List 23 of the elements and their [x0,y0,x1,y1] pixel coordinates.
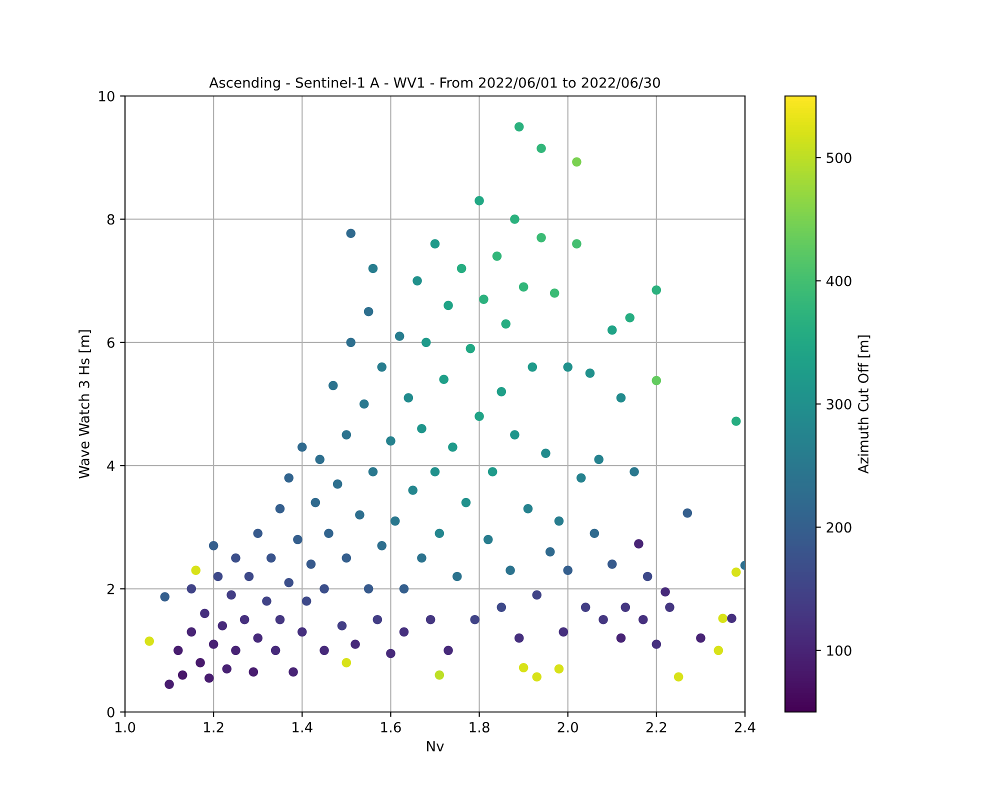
color-bar-label: 400 [826,276,852,286]
chart-title: Ascending - Sentinel-1 A - WV1 - From 2022/06/01 to 2022/06/30 [209,77,660,91]
color-bar-label: 100 [827,645,852,656]
y-axis-title: Wave Watch 3 Hs [m] [78,330,91,478]
x-tick-label: 1.8 [470,722,490,732]
x-tick-label: 1.0 [115,722,136,732]
y-tick-label: 2 [107,584,114,594]
x-tick-label: 1.4 [292,722,312,732]
color-bar-title: Azimuth Cut Off [m] [858,335,870,474]
color-bar-label: 200 [826,522,852,533]
x-tick-label: 1.6 [381,722,401,732]
y-tick-label: 6 [107,337,114,348]
x-axis-title: Nv [427,741,444,752]
color-bar-label: 300 [826,398,852,410]
y-tick-label: 10 [99,90,114,102]
color-bar-label: 500 [826,152,852,164]
x-tick-label: 2.2 [646,722,666,732]
x-tick-label: 2.4 [734,722,756,732]
x-tick-label: 1.2 [204,722,224,732]
x-tick-label: 2.0 [558,722,578,732]
y-tick-label: 8 [107,214,114,225]
y-tick-label: 4 [107,460,114,471]
y-tick-label: 0 [107,706,114,718]
